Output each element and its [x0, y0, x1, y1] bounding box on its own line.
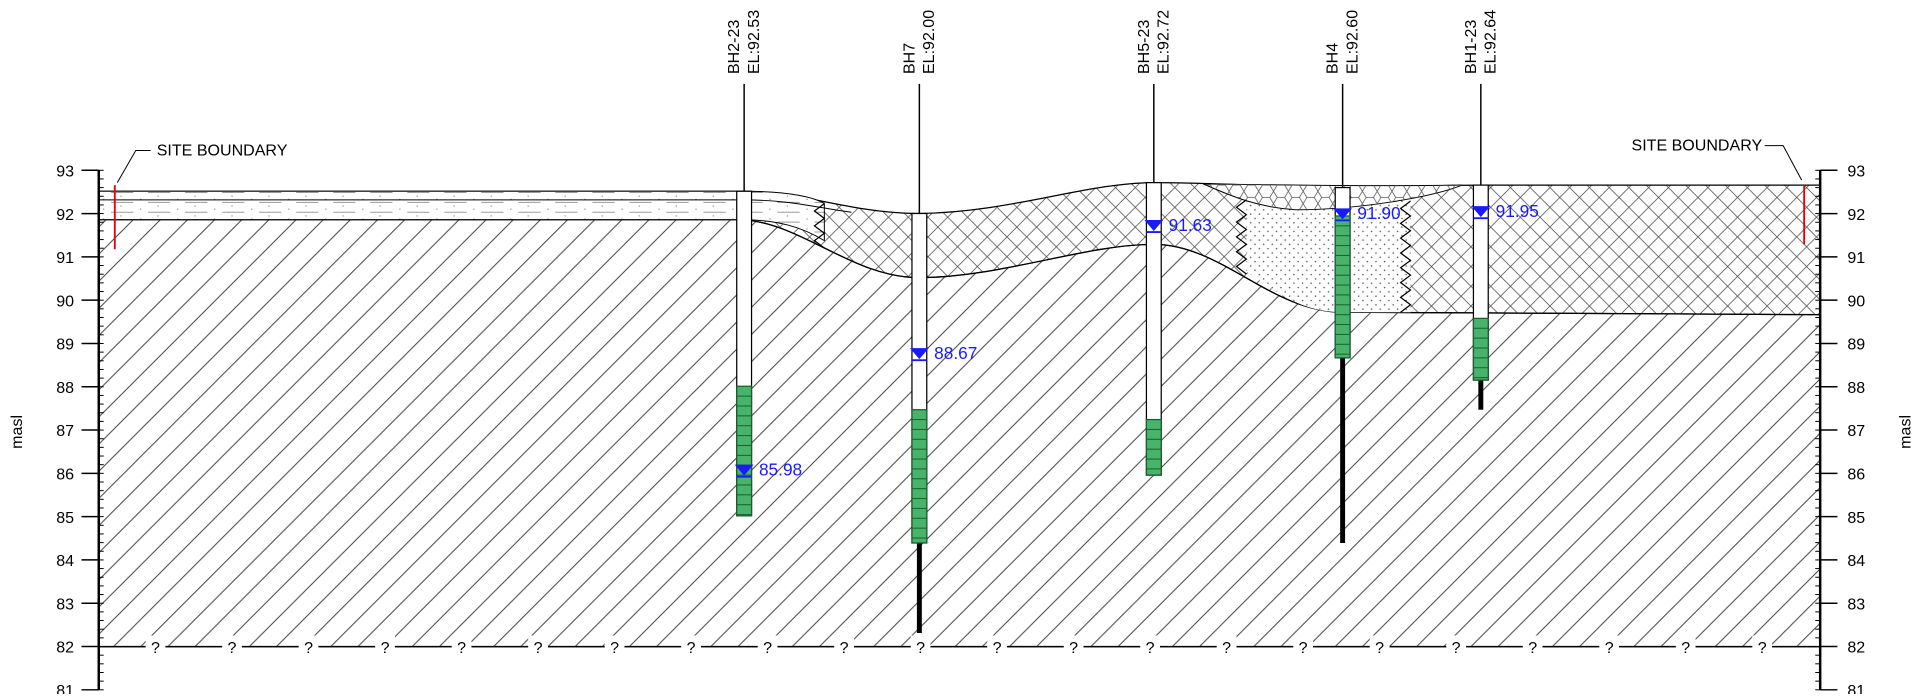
- borehole-elevation: EL:92.60: [1343, 10, 1361, 74]
- unknown-marker: ?: [1375, 639, 1384, 657]
- site-boundary-label: SITE BOUNDARY: [1632, 137, 1763, 155]
- water-level-label: 91.63: [1169, 215, 1212, 235]
- well-screen: [1335, 216, 1350, 358]
- unknown-marker: ?: [1605, 639, 1614, 657]
- borehole-elevation: EL:92.64: [1482, 10, 1500, 74]
- tick-label: 90: [1847, 292, 1865, 310]
- tick-label: 82: [1847, 639, 1865, 657]
- unknown-marker: ?: [1452, 639, 1461, 657]
- unknown-marker: ?: [1528, 639, 1537, 657]
- tick-label: 86: [1847, 466, 1865, 484]
- water-level-label: 91.95: [1496, 201, 1539, 221]
- unknown-marker: ?: [457, 639, 466, 657]
- tick-label: 91: [56, 249, 74, 267]
- unknown-marker: ?: [1146, 639, 1155, 657]
- tick-label: 84: [56, 552, 74, 570]
- borehole-name: BH4: [1324, 43, 1342, 74]
- tick-label: 91: [1847, 249, 1865, 267]
- borehole-elevation: EL:92.72: [1155, 10, 1173, 74]
- tick-label: 84: [1847, 552, 1865, 570]
- tick-label: 85: [1847, 509, 1865, 527]
- tick-label: 90: [56, 292, 74, 310]
- unknown-marker: ?: [916, 639, 925, 657]
- unknown-marker: ?: [228, 639, 237, 657]
- borehole-elevation: EL:92.53: [745, 10, 763, 74]
- unknown-marker: ?: [1681, 639, 1690, 657]
- unknown-marker: ?: [534, 639, 543, 657]
- borehole-elevation: EL:92.00: [920, 10, 938, 74]
- tick-label: 89: [1847, 336, 1865, 354]
- borehole-name: BH2-23: [725, 20, 743, 74]
- unknown-marker: ?: [763, 639, 772, 657]
- axis-label: masl: [8, 415, 26, 449]
- tick-label: 87: [56, 422, 74, 440]
- well-screen: [1146, 420, 1161, 476]
- unknown-marker: ?: [687, 639, 696, 657]
- tick-label: 82: [56, 639, 74, 657]
- tick-label: 83: [56, 595, 74, 613]
- strata: [99, 183, 1820, 647]
- borehole-name: BH7: [900, 43, 918, 74]
- tick-label: 93: [56, 162, 74, 180]
- unknown-marker: ?: [610, 639, 619, 657]
- tick-label: 83: [1847, 595, 1865, 613]
- unknown-marker: ?: [1299, 639, 1308, 657]
- unknown-marker: ?: [1222, 639, 1231, 657]
- tick-label: 87: [1847, 422, 1865, 440]
- unknown-marker: ?: [1069, 639, 1078, 657]
- water-level-label: 88.67: [934, 343, 977, 363]
- water-level-label: 91.90: [1357, 203, 1400, 223]
- borehole-name: BH1-23: [1462, 20, 1480, 74]
- tick-label: 89: [56, 336, 74, 354]
- tick-label: 81: [1847, 682, 1865, 694]
- page: {"axis": {"label": "masl", "ticks": [81,…: [0, 0, 1914, 694]
- axis-label: masl: [1896, 415, 1914, 449]
- tick-label: 88: [56, 379, 74, 397]
- tick-label: 86: [56, 466, 74, 484]
- unknown-marker: ?: [381, 639, 390, 657]
- cross-section: SITE BOUNDARY SITE BOUNDARY masl masl 81…: [0, 0, 1914, 694]
- tick-label: 93: [1847, 162, 1865, 180]
- leader: [117, 151, 150, 183]
- site-boundary-label: SITE BOUNDARY: [157, 141, 288, 159]
- tick-label: 85: [56, 509, 74, 527]
- leader: [1765, 146, 1802, 181]
- borehole-name: BH5-23: [1135, 20, 1153, 74]
- unknown-marker: ?: [151, 639, 160, 657]
- unknown-marker: ?: [840, 639, 849, 657]
- unknown-marker: ?: [993, 639, 1002, 657]
- tick-label: 88: [1847, 379, 1865, 397]
- well-screen: [1473, 318, 1488, 380]
- water-level-label: 85.98: [759, 459, 802, 479]
- tick-label: 81: [56, 682, 74, 694]
- tick-label: 92: [56, 206, 74, 224]
- tick-label: 92: [1847, 206, 1865, 224]
- unknown-marker: ?: [304, 639, 313, 657]
- unknown-marker: ?: [1758, 639, 1767, 657]
